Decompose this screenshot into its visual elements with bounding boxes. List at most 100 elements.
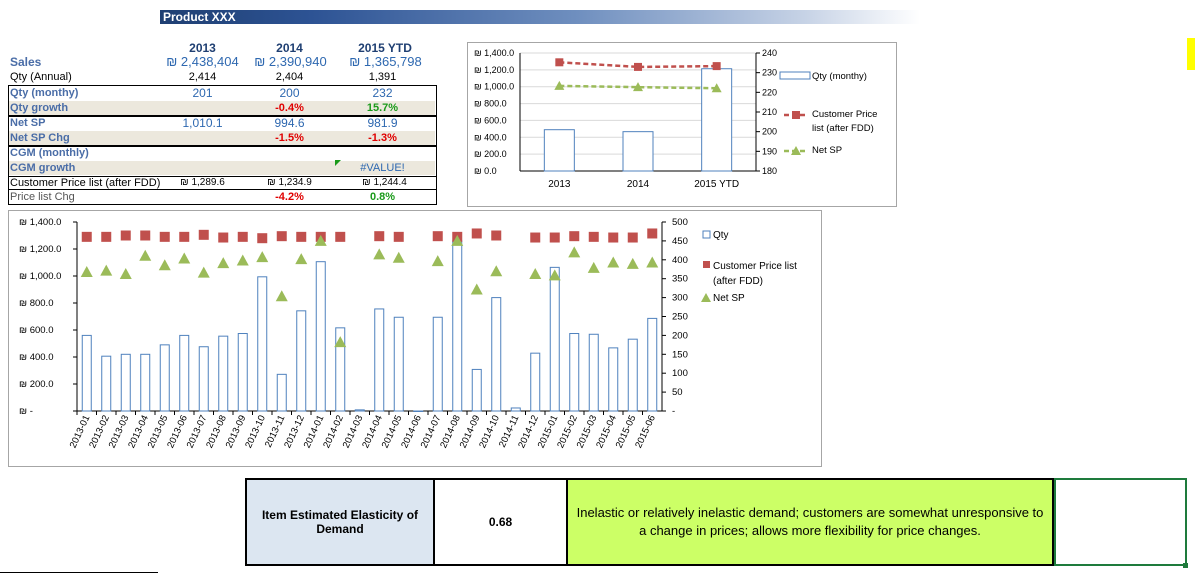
- price-list-line: [559, 61, 717, 69]
- qty-bar: [81, 334, 92, 412]
- legend-price-label: Customer Price: [812, 109, 877, 120]
- monthly-chart[interactable]: ₪ 1,400.0 ₪ 1,200.0 ₪ 1,000.0 ₪ 800.0 ₪ 600.…: [8, 210, 822, 467]
- left-tick-label: ₪ 400.0: [19, 352, 53, 363]
- cgm-box: [8, 145, 437, 177]
- price-list-marker: [296, 231, 307, 242]
- legend-price-label: Customer Price list: [713, 261, 797, 272]
- sales-value: ₪ 2,438,404: [166, 54, 239, 69]
- monthly-chart-svg: ₪ 1,400.0 ₪ 1,200.0 ₪ 1,000.0 ₪ 800.0 ₪ 600.…: [19, 217, 797, 450]
- legend-qty-label: Qty (monthy): [812, 71, 867, 82]
- elasticity-label: Item Estimated Elasticity of Demand: [245, 478, 435, 566]
- right-tick-label: 190: [762, 146, 777, 156]
- net-sp-marker: [431, 255, 444, 267]
- left-tick-label: ₪ 1,200.0: [474, 65, 514, 75]
- price-list-marker: [237, 231, 248, 242]
- qty-bar: [140, 353, 151, 412]
- net-sp-marker: [711, 83, 722, 93]
- price-list-marker: [627, 232, 638, 243]
- annual-chart[interactable]: ₪ 1,400.0 ₪ 1,200.0 ₪ 1,000.0 ₪ 800.0 ₪ 600.…: [467, 42, 897, 207]
- net-sp-marker: [490, 265, 503, 277]
- price-list-marker: [81, 231, 92, 242]
- price-list-marker: [471, 228, 482, 239]
- right-tick-label: 210: [762, 107, 777, 117]
- qty-bar: [315, 261, 326, 412]
- fill-handle[interactable]: [1183, 563, 1188, 568]
- qty-growth-value: 15.7%: [366, 102, 399, 114]
- qty-box: [8, 85, 437, 117]
- right-tick-label: 50: [672, 387, 683, 398]
- price-list-marker: [549, 232, 560, 243]
- left-tick-label: ₪ 200.0: [19, 379, 53, 390]
- qty-bar: [374, 308, 385, 412]
- qty-growth-value: -0.4%: [275, 102, 304, 114]
- qty-bar: [530, 352, 541, 412]
- legend-qty-swatch: [702, 230, 711, 239]
- net-sp-marker: [554, 80, 565, 90]
- net-sp-marker: [334, 336, 347, 348]
- row-label-price-list-chg: Price list Chg: [10, 191, 75, 203]
- net-sp-value: 994.6: [274, 116, 305, 130]
- price-list-marker: [140, 230, 151, 241]
- net-sp-marker: [607, 256, 620, 268]
- qty-bar: [491, 297, 502, 412]
- price-list-marker: [608, 232, 619, 243]
- net-sp-marker: [275, 290, 288, 302]
- left-tick-label: ₪ 1,000.0: [474, 82, 514, 92]
- qty-bar: [622, 131, 654, 172]
- qty-bar: [471, 368, 482, 412]
- qty-annual-value: 1,391: [368, 71, 397, 83]
- net-sp-marker: [470, 283, 483, 295]
- net-sp-marker: [178, 252, 191, 264]
- left-tick-label: ₪ 800.0: [19, 298, 53, 309]
- right-tick-label: 350: [672, 274, 688, 285]
- legend-netsp-marker: [701, 293, 711, 302]
- row-label-customer-price-list: Customer Price list (after FDD): [10, 177, 160, 189]
- left-tick-label: ₪ 200.0: [474, 149, 507, 159]
- net-sp-value: 1,010.1: [182, 116, 223, 130]
- price-list-value: ₪ 1,244.4: [362, 177, 407, 188]
- legend-qty-swatch: [779, 71, 811, 80]
- net-sp-value: 981.9: [367, 116, 398, 130]
- net-sp-marker: [529, 267, 542, 279]
- net-sp-marker: [392, 251, 405, 263]
- row-label-cgm-monthly: CGM (monthly): [10, 147, 89, 159]
- net-sp-marker: [80, 265, 93, 277]
- year-header: 2015 YTD: [358, 41, 412, 55]
- left-tick-label: ₪ 600.0: [19, 325, 53, 336]
- year-header: 2013: [189, 41, 216, 55]
- elasticity-description: Inelastic or relatively inelastic demand…: [568, 478, 1054, 566]
- left-tick-label: ₪ 1,400.0: [19, 217, 61, 228]
- legend-netsp-label: Net SP: [713, 293, 745, 304]
- left-tick-label: ₪ 0.0: [474, 166, 497, 176]
- price-list-marker: [555, 58, 564, 67]
- qty-bar: [549, 266, 560, 412]
- legend-netsp-label: Net SP: [812, 145, 842, 156]
- row-label-sales: Sales: [10, 55, 42, 69]
- net-sp-marker: [633, 82, 643, 92]
- selected-cell[interactable]: [1054, 478, 1187, 566]
- category-label: 2015 YTD: [694, 179, 739, 190]
- price-list-marker: [634, 62, 642, 71]
- price-list-chg-value: 0.8%: [369, 191, 396, 203]
- qty-bar: [159, 344, 170, 412]
- price-list-marker: [179, 231, 190, 242]
- net-sp-marker: [256, 251, 269, 263]
- category-label: 2013: [548, 179, 571, 190]
- left-tick-label: ₪ 1,200.0: [19, 244, 61, 255]
- net-sp-marker: [295, 253, 308, 265]
- price-list-marker: [276, 231, 287, 242]
- price-list-marker: [159, 231, 170, 242]
- right-tick-label: -: [672, 406, 675, 417]
- row-label-qty-annual: Qty (Annual): [10, 71, 72, 83]
- year-header: 2014: [276, 41, 303, 55]
- price-list-marker: [712, 62, 721, 71]
- qty-bar: [198, 346, 209, 412]
- net-sp-chg-value: -1.3%: [368, 132, 397, 144]
- legend-price-marker: [703, 261, 710, 268]
- price-list-marker: [198, 229, 209, 240]
- qty-bar: [608, 347, 619, 412]
- cgm-growth-value: #VALUE!: [360, 162, 405, 174]
- qty-bar: [432, 316, 443, 412]
- price-list-marker: [101, 231, 112, 242]
- right-tick-label: 250: [672, 312, 688, 323]
